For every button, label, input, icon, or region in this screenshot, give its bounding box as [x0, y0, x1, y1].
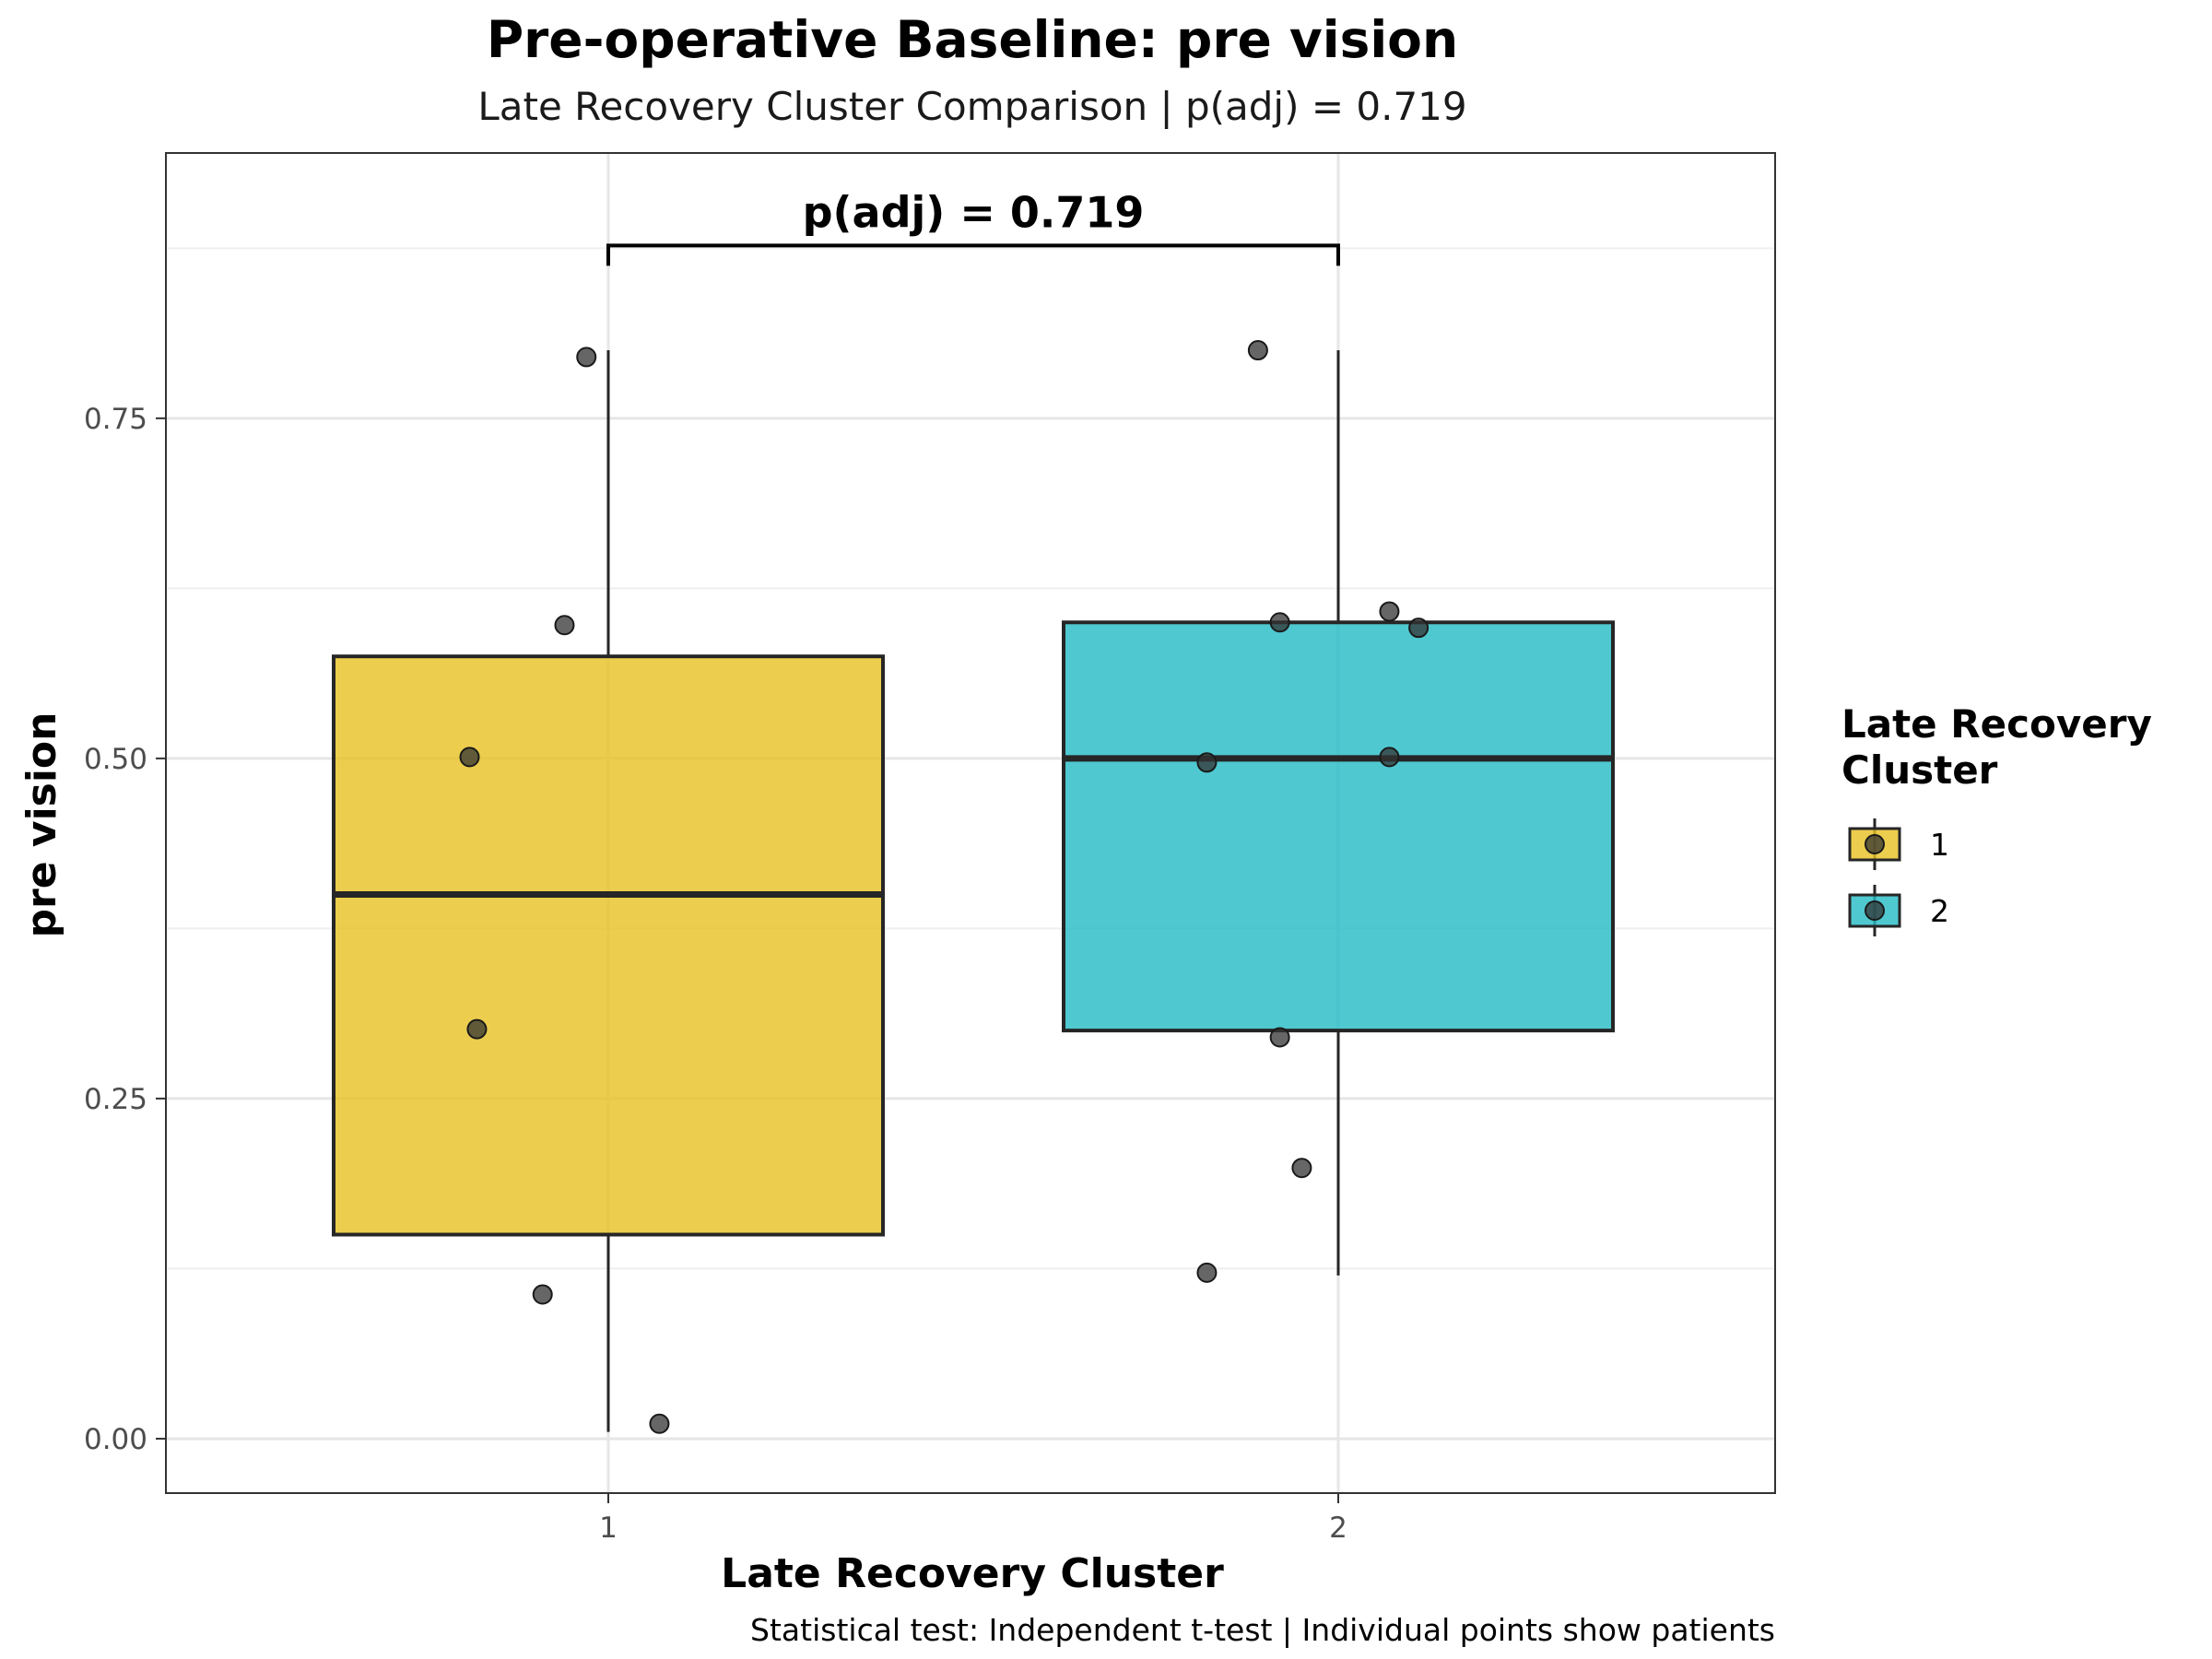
x-axis-title: Late Recovery Cluster	[721, 1550, 1224, 1597]
significance-bracket	[606, 243, 1340, 266]
data-point	[1196, 1262, 1218, 1283]
legend-title-line-1: Late Recovery	[1841, 701, 2152, 747]
legend-key-point	[1865, 900, 1885, 921]
data-point	[649, 1413, 670, 1434]
legend-label: 1	[1930, 827, 1949, 863]
box-iqr	[332, 654, 885, 1237]
data-point	[554, 615, 575, 636]
data-point	[466, 1018, 488, 1040]
y-tick-label: 0.25	[84, 1083, 147, 1116]
legend: Late Recovery Cluster 1 2	[1841, 701, 2165, 936]
chart-title: Pre-operative Baseline: pre vision	[487, 10, 1458, 69]
data-point	[1196, 752, 1218, 773]
plot-area: 0.00 0.25 0.50 0.75 1 2 p(adj) = 0.719	[84, 152, 1776, 1545]
x-tick-label: 2	[1329, 1512, 1347, 1545]
chart-caption: Statistical test: Independent t-test | I…	[750, 1612, 1775, 1648]
panel-border	[165, 152, 1776, 1494]
data-point	[1291, 1158, 1312, 1179]
data-point	[1379, 601, 1400, 622]
legend-key-point	[1865, 834, 1885, 854]
data-point	[1379, 747, 1400, 768]
significance-label: p(adj) = 0.719	[803, 187, 1145, 237]
x-tick-label: 1	[599, 1512, 618, 1545]
y-tick-label: 0.50	[84, 743, 147, 776]
data-point	[1408, 618, 1430, 639]
data-point	[1269, 1027, 1290, 1048]
box-iqr	[1062, 620, 1615, 1033]
data-point	[1247, 340, 1268, 361]
data-point	[1269, 612, 1290, 633]
data-point	[459, 747, 480, 768]
data-point	[532, 1284, 553, 1305]
y-axis-title: pre vision	[18, 712, 65, 938]
data-point	[576, 347, 597, 368]
legend-label: 2	[1930, 893, 1949, 929]
legend-title-line-2: Cluster	[1841, 747, 1998, 793]
y-tick-label: 0.00	[84, 1423, 147, 1456]
chart-subtitle: Late Recovery Cluster Comparison | p(adj…	[477, 84, 1466, 129]
y-tick-label: 0.75	[84, 403, 147, 436]
legend-title: Late Recovery Cluster	[1841, 701, 2165, 793]
